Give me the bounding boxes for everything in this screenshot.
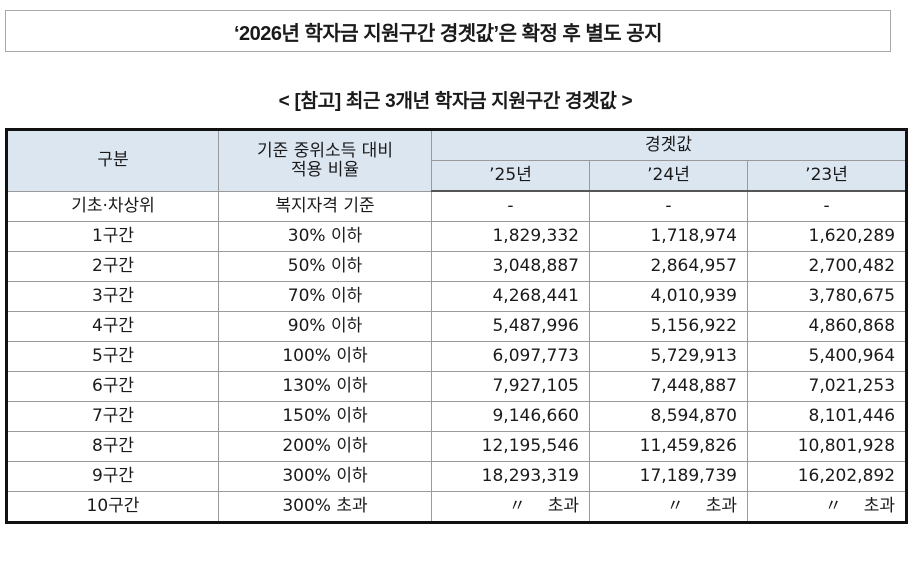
header-ratio-line2: 적용 비율 <box>291 159 359 180</box>
cell-value-25: 7,927,105 <box>431 371 590 402</box>
cell-value-24: 5,729,913 <box>589 341 748 372</box>
header-year-23: ’23년 <box>746 160 908 192</box>
cell-value-24: 8,594,870 <box>589 401 748 432</box>
cell-value-23: - <box>746 190 908 222</box>
ditto-mark: 〃 <box>666 496 684 517</box>
cell-value-24: 17,189,739 <box>589 461 748 492</box>
cell-value-23: 〃 초과 <box>746 491 908 523</box>
exceed-label: 초과 <box>547 496 579 517</box>
cell-value-25: 3,048,887 <box>431 251 590 282</box>
table-row: 1구간 30% 이하 1,829,332 1,718,974 1,620,289 <box>6 221 908 252</box>
cell-category: 10구간 <box>6 491 219 523</box>
cell-value-23: 7,021,253 <box>746 371 908 402</box>
cell-category: 6구간 <box>6 371 219 402</box>
cell-value-24: 4,010,939 <box>589 281 748 312</box>
cell-category: 3구간 <box>6 281 219 312</box>
cell-category: 7구간 <box>6 401 219 432</box>
cell-value-24: 5,156,922 <box>589 311 748 342</box>
header-year-24: ’24년 <box>589 160 748 192</box>
table-row: 기초·차상위 복지자격 기준 - - - <box>6 190 908 222</box>
cell-ratio: 70% 이하 <box>218 281 432 312</box>
ditto-mark: 〃 <box>824 496 842 517</box>
cell-ratio: 130% 이하 <box>218 371 432 402</box>
header-boundary: 경곗값 <box>430 129 908 161</box>
header-category: 구분 <box>6 129 219 192</box>
cell-ratio: 200% 이하 <box>218 431 432 462</box>
cell-value-24: 1,718,974 <box>589 221 748 252</box>
table-row: 7구간 150% 이하 9,146,660 8,594,870 8,101,44… <box>6 401 908 432</box>
cell-ratio: 50% 이하 <box>218 251 432 282</box>
cell-value-23: 2,700,482 <box>746 251 908 282</box>
cell-value-23: 16,202,892 <box>746 461 908 492</box>
table-subtitle: < [참고] 최근 3개년 학자금 지원구간 경곗값 > <box>278 91 633 112</box>
cell-ratio: 90% 이하 <box>218 311 432 342</box>
notice-text: ‘2026년 학자금 지원구간 경곗값’은 확정 후 별도 공지 <box>233 22 663 45</box>
table-row: 3구간 70% 이하 4,268,441 4,010,939 3,780,675 <box>6 281 908 312</box>
ditto-mark: 〃 <box>508 496 526 517</box>
header-year-25: ’25년 <box>431 160 590 192</box>
cell-value-23: 8,101,446 <box>746 401 908 432</box>
table-row: 2구간 50% 이하 3,048,887 2,864,957 2,700,482 <box>6 251 908 282</box>
table-row: 4구간 90% 이하 5,487,996 5,156,922 4,860,868 <box>6 311 908 342</box>
cell-category: 4구간 <box>6 311 219 342</box>
cell-ratio: 30% 이하 <box>218 221 432 252</box>
cell-value-24: 11,459,826 <box>589 431 748 462</box>
cell-value-25: 5,487,996 <box>431 311 590 342</box>
cell-value-25: 12,195,546 <box>431 431 590 462</box>
cell-ratio: 복지자격 기준 <box>218 190 432 222</box>
cell-value-24: 2,864,957 <box>589 251 748 282</box>
cell-category: 2구간 <box>6 251 219 282</box>
cell-ratio: 300% 초과 <box>218 491 432 523</box>
header-ratio: 기준 중위소득 대비 적용 비율 <box>218 129 432 192</box>
cell-value-25: 〃 초과 <box>431 491 590 523</box>
cell-value-24: 7,448,887 <box>589 371 748 402</box>
cell-value-25: 1,829,332 <box>431 221 590 252</box>
table-row: 10구간 300% 초과 〃 초과 〃 초과 〃 초과 <box>6 491 908 523</box>
cell-category: 1구간 <box>6 221 219 252</box>
header-row-2: ’25년 ’24년 ’23년 <box>7 160 908 192</box>
cell-ratio: 300% 이하 <box>218 461 432 492</box>
cell-value-25: 4,268,441 <box>431 281 590 312</box>
cell-value-23: 1,620,289 <box>746 221 908 252</box>
cell-category: 5구간 <box>6 341 219 372</box>
cell-value-23: 5,400,964 <box>746 341 908 372</box>
notice-box: ‘2026년 학자금 지원구간 경곗값’은 확정 후 별도 공지 <box>5 10 891 52</box>
cell-category: 기초·차상위 <box>6 190 219 222</box>
table-row: 6구간 130% 이하 7,927,105 7,448,887 7,021,25… <box>6 371 908 402</box>
boundary-table: 구분 기준 중위소득 대비 적용 비율 경곗값 ’25년 ’24년 ’23년 기… <box>5 128 909 524</box>
cell-value-25: - <box>431 190 590 222</box>
cell-value-25: 6,097,773 <box>431 341 590 372</box>
cell-value-25: 9,146,660 <box>431 401 590 432</box>
cell-value-23: 3,780,675 <box>746 281 908 312</box>
cell-value-24: - <box>589 190 748 222</box>
cell-ratio: 150% 이하 <box>218 401 432 432</box>
table-row: 9구간 300% 이하 18,293,319 17,189,739 16,202… <box>6 461 908 492</box>
cell-category: 8구간 <box>6 431 219 462</box>
header-ratio-line1: 기준 중위소득 대비 <box>257 141 393 162</box>
cell-value-23: 4,860,868 <box>746 311 908 342</box>
cell-value-25: 18,293,319 <box>431 461 590 492</box>
cell-ratio: 100% 이하 <box>218 341 432 372</box>
cell-value-23: 10,801,928 <box>746 431 908 462</box>
table-row: 8구간 200% 이하 12,195,546 11,459,826 10,801… <box>6 431 908 462</box>
header-row-1: 구분 기준 중위소득 대비 적용 비율 경곗값 <box>6 129 908 192</box>
cell-category: 9구간 <box>6 461 219 492</box>
table-row: 5구간 100% 이하 6,097,773 5,729,913 5,400,96… <box>6 341 908 372</box>
exceed-label: 초과 <box>863 496 896 517</box>
exceed-label: 초과 <box>705 496 737 517</box>
cell-value-24: 〃 초과 <box>589 491 748 523</box>
